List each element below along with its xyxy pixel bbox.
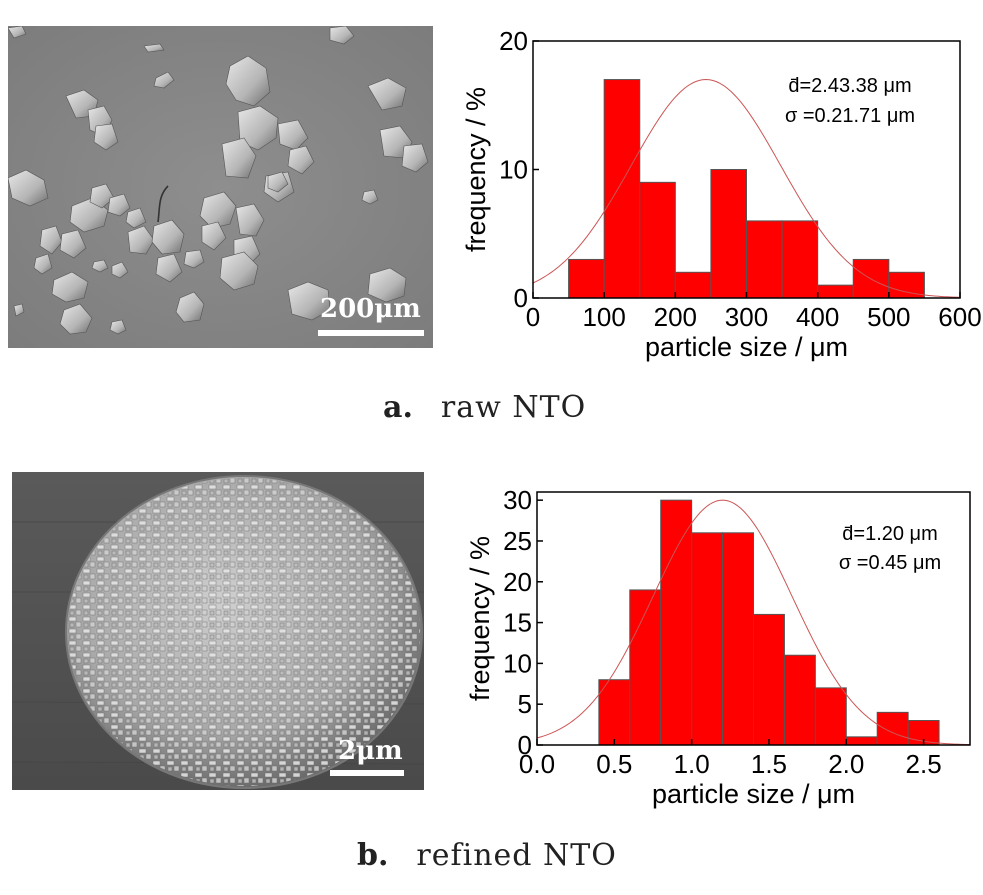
histogram-bar: [603, 79, 641, 299]
histogram-bar: [639, 181, 676, 299]
y-tick-label: 10: [499, 155, 528, 185]
histogram-bar: [746, 220, 783, 299]
sigma-annotation-raw: σ =0.21.71 μm: [785, 105, 915, 127]
x-tick-label: 300: [725, 302, 768, 332]
caption-text-a: raw NTO: [440, 390, 587, 425]
plot-frame: [536, 491, 971, 746]
sigma-annotation-refined: σ =0.45 μm: [839, 552, 941, 574]
histogram-bar: [783, 654, 816, 746]
y-tick-label: 15: [503, 608, 532, 638]
histogram-bar: [660, 499, 693, 746]
histogram-bar: [876, 711, 909, 746]
y-tick-label: 20: [503, 567, 532, 597]
x-tick-label: 500: [867, 302, 910, 332]
histogram-bar: [814, 687, 847, 746]
sem-texture-refined: [12, 472, 424, 790]
gaussian-fit-curve-refined: [536, 499, 971, 746]
histogram-bar: [598, 679, 631, 746]
histogram-bar: [781, 220, 819, 299]
scale-bar-refined: [330, 770, 404, 776]
caption-text-b: refined NTO: [416, 838, 617, 873]
y-tick-label: 10: [503, 648, 532, 678]
y-tick-label: 5: [518, 689, 532, 719]
x-tick-label: 2.0: [828, 749, 864, 779]
caption-panel-b: b. refined NTO: [357, 838, 617, 873]
y-tick-label: 0: [518, 730, 532, 760]
x-axis-label: particle size / μm: [652, 779, 855, 809]
x-tick-label: 400: [796, 302, 839, 332]
histogram-bar: [722, 532, 755, 746]
histogram-bar: [845, 736, 878, 746]
x-tick-label: 200: [654, 302, 697, 332]
x-tick-label: 0: [526, 302, 540, 332]
histogram-bar: [817, 284, 854, 299]
x-tick-label: 2.5: [906, 749, 942, 779]
x-tick-label: 0.0: [519, 749, 555, 779]
histogram-raw-nto: 0 100 200 300 400 500 600 0 10 20 particle size / …: [440, 20, 982, 380]
scale-bar-label-refined: 2μm: [338, 736, 403, 766]
histogram-refined-svg: 0.0 0.5 1.0 1.5 2.0 2.5 0 5 10 15 20 25 30 particle s…: [465, 485, 971, 809]
x-tick-label: 1.5: [751, 749, 787, 779]
x-tick-label: 0.5: [596, 749, 632, 779]
sem-image-raw-nto: 200μm: [8, 26, 433, 348]
sem-texture-raw: [8, 26, 433, 348]
scale-bar-label-raw: 200μm: [320, 294, 421, 324]
y-tick-label: 20: [499, 26, 528, 56]
histogram-bar: [710, 169, 747, 299]
y-tick-label: 30: [503, 485, 532, 515]
mean-diameter-annotation-raw: d̄=2.43.38 μm: [788, 75, 911, 97]
mean-diameter-annotation-refined: d̄=1.20 μm: [842, 523, 937, 545]
y-tick-label: 0: [514, 283, 528, 313]
histogram-bar: [753, 613, 785, 746]
x-tick-label: 100: [582, 302, 625, 332]
gaussian-fit-curve-raw: [532, 79, 961, 298]
sem-image-refined-nto: 2μm: [12, 472, 424, 790]
histogram-refined-nto: 0.0 0.5 1.0 1.5 2.0 2.5 0 5 10 15 20 25 30 particle s…: [440, 475, 980, 820]
histogram-bar: [691, 532, 724, 746]
histogram-bar: [629, 589, 662, 746]
scale-bar-raw: [318, 330, 424, 336]
x-axis-label: particle size / μm: [645, 332, 848, 362]
y-tick-label: 25: [503, 526, 532, 556]
caption-panel-a: a. raw NTO: [383, 390, 586, 425]
histogram-raw-svg: 0 100 200 300 400 500 600 0 10 20 particle size / …: [461, 26, 982, 362]
y-axis-label: frequency / %: [465, 536, 495, 701]
caption-letter-b: b.: [357, 838, 389, 873]
x-tick-label: 1.0: [674, 749, 710, 779]
x-tick-label: 600: [938, 302, 981, 332]
y-axis-label: frequency / %: [461, 87, 491, 252]
histogram-bar: [568, 258, 605, 299]
caption-letter-a: a.: [383, 390, 413, 425]
histogram-bar: [674, 271, 712, 299]
